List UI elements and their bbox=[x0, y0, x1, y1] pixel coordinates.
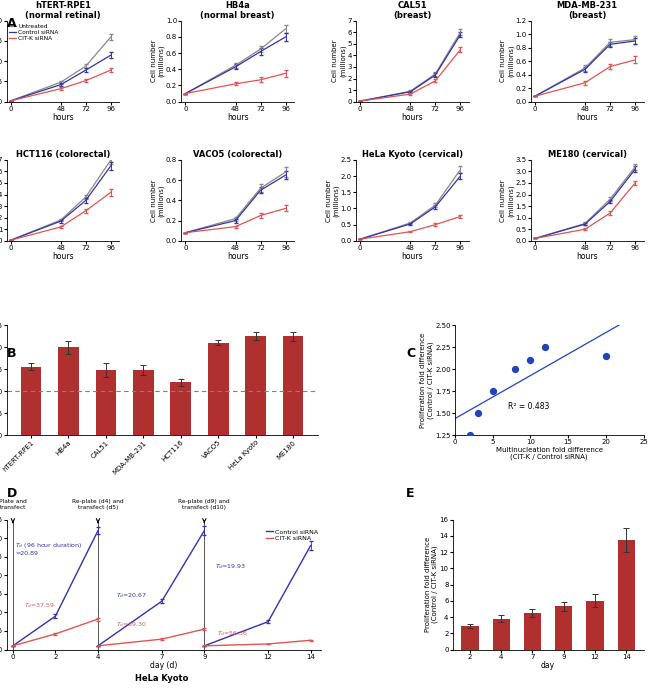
Bar bbox=[555, 607, 573, 650]
Point bbox=[525, 354, 536, 366]
Bar bbox=[96, 370, 116, 435]
Text: $T_d$=19.93: $T_d$=19.93 bbox=[215, 562, 246, 571]
Title: HB4a
(normal breast): HB4a (normal breast) bbox=[200, 1, 275, 20]
Y-axis label: Cell number
(millions): Cell number (millions) bbox=[326, 179, 339, 222]
Text: D: D bbox=[6, 487, 17, 500]
Text: E: E bbox=[406, 487, 415, 500]
Title: VACO5 (colorectal): VACO5 (colorectal) bbox=[193, 150, 282, 159]
Text: Re-plate (d9) and
transfect (d10): Re-plate (d9) and transfect (d10) bbox=[179, 500, 230, 510]
Text: $T_d$=39.30: $T_d$=39.30 bbox=[116, 621, 148, 630]
X-axis label: hours: hours bbox=[52, 252, 73, 261]
X-axis label: hours: hours bbox=[577, 113, 598, 122]
Title: HeLa Kyoto (cervical): HeLa Kyoto (cervical) bbox=[362, 150, 463, 159]
Bar bbox=[524, 613, 541, 650]
Title: hTERT-RPE1
(normal retinal): hTERT-RPE1 (normal retinal) bbox=[25, 1, 101, 20]
Text: B: B bbox=[6, 347, 16, 360]
Text: $T_d$=56.36: $T_d$=56.36 bbox=[217, 630, 248, 638]
Text: Re-plate (d4) and
transfect (d5): Re-plate (d4) and transfect (d5) bbox=[72, 500, 124, 510]
Text: $T_d$=37.59: $T_d$=37.59 bbox=[23, 600, 55, 609]
Point bbox=[601, 350, 611, 361]
X-axis label: hours: hours bbox=[402, 252, 423, 261]
X-axis label: hours: hours bbox=[227, 252, 248, 261]
Point bbox=[540, 341, 551, 352]
Bar bbox=[170, 382, 191, 435]
Bar bbox=[21, 367, 41, 435]
Bar bbox=[246, 336, 266, 435]
X-axis label: hours: hours bbox=[402, 113, 423, 122]
Bar bbox=[586, 600, 604, 650]
X-axis label: hours: hours bbox=[227, 113, 248, 122]
Text: HeLa Kyoto: HeLa Kyoto bbox=[135, 674, 188, 683]
Y-axis label: Cell number
(millions): Cell number (millions) bbox=[500, 40, 514, 82]
Legend: Control siRNA, CIT-K siRNA: Control siRNA, CIT-K siRNA bbox=[266, 529, 318, 541]
Bar bbox=[618, 540, 635, 650]
Y-axis label: Cell number
(millions): Cell number (millions) bbox=[500, 179, 514, 222]
Point bbox=[465, 430, 475, 441]
Bar bbox=[58, 347, 79, 435]
X-axis label: day (d): day (d) bbox=[150, 661, 177, 670]
Text: $T_d$ (96 hour duration)
=20.89: $T_d$ (96 hour duration) =20.89 bbox=[15, 540, 83, 556]
Y-axis label: Proliferation fold difference
(Control / CIT-K siRNA): Proliferation fold difference (Control /… bbox=[421, 332, 434, 428]
Title: ME180 (cervical): ME180 (cervical) bbox=[548, 150, 627, 159]
Y-axis label: Cell number
(millions): Cell number (millions) bbox=[151, 179, 164, 222]
Y-axis label: Cell number
(millions): Cell number (millions) bbox=[332, 40, 346, 82]
Text: A: A bbox=[6, 17, 16, 30]
Bar bbox=[208, 343, 229, 435]
Title: CAL51
(breast): CAL51 (breast) bbox=[393, 1, 432, 20]
Bar bbox=[133, 370, 153, 435]
Title: MDA-MB-231
(breast): MDA-MB-231 (breast) bbox=[556, 1, 618, 20]
Y-axis label: Cell number
(millions): Cell number (millions) bbox=[151, 40, 164, 82]
Title: HCT116 (colorectal): HCT116 (colorectal) bbox=[16, 150, 110, 159]
X-axis label: day: day bbox=[541, 661, 555, 670]
Text: Plate and
transfect: Plate and transfect bbox=[0, 500, 27, 510]
Y-axis label: Proliferation fold difference
(Control / CIT-K siRNA): Proliferation fold difference (Control /… bbox=[424, 537, 438, 632]
Bar bbox=[493, 618, 510, 650]
Point bbox=[510, 363, 521, 375]
Bar bbox=[462, 626, 478, 650]
Text: R² = 0.483: R² = 0.483 bbox=[508, 401, 549, 410]
Legend: Untreated, Control siRNA, CIT-K siRNA: Untreated, Control siRNA, CIT-K siRNA bbox=[9, 23, 58, 41]
Text: C: C bbox=[406, 347, 415, 360]
X-axis label: Multinucleation fold difference
(CIT-K / Control siRNA): Multinucleation fold difference (CIT-K /… bbox=[496, 446, 603, 460]
Point bbox=[488, 386, 498, 397]
Text: $T_d$=20.67: $T_d$=20.67 bbox=[116, 591, 148, 600]
Point bbox=[473, 408, 483, 419]
Bar bbox=[283, 336, 304, 435]
X-axis label: hours: hours bbox=[577, 252, 598, 261]
X-axis label: hours: hours bbox=[52, 113, 73, 122]
